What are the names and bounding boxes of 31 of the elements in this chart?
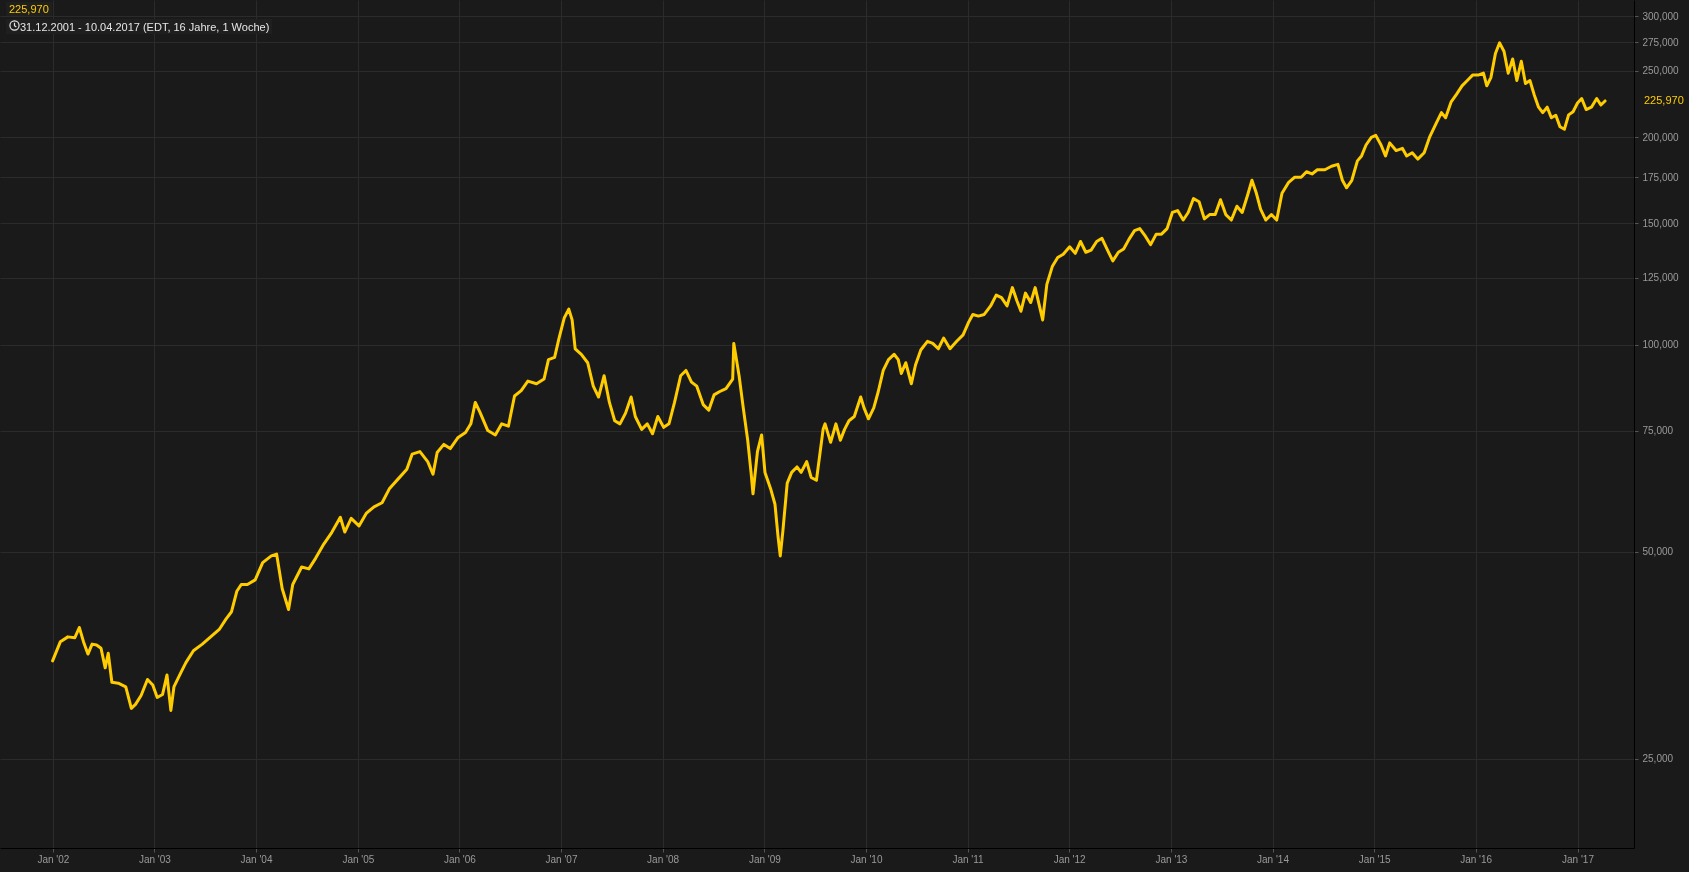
x-tick-label: Jan '10 [850, 853, 883, 865]
x-tick-label: Jan '08 [647, 853, 680, 865]
y-tick-label: 100,000 [1642, 339, 1680, 351]
y-tick-label: 300,000 [1642, 10, 1680, 22]
annotation: 225,970 [6, 2, 52, 16]
x-tick-label: Jan '11 [952, 853, 985, 865]
y-tick-label: 75,000 [1642, 425, 1674, 437]
y-tick-label: 25,000 [1642, 753, 1674, 765]
y-tick-label: 275,000 [1642, 36, 1680, 48]
line-series [51, 41, 1607, 712]
x-tick-label: Jan '06 [443, 853, 477, 865]
y-tick-label: 125,000 [1642, 272, 1680, 284]
text: 225,970 [1644, 93, 1684, 106]
x-tick-label: Jan '05 [342, 853, 375, 865]
x-tick-label: Jan '02 [37, 853, 70, 865]
text: 31.12.2001 - 10.04.2017 (EDT, 16 Jahre, 1 Woche) [20, 21, 270, 33]
y-tick-label: 175,000 [1642, 171, 1680, 183]
x-tick-label: Jan '16 [1460, 853, 1493, 865]
x-tick-label: Jan '09 [748, 853, 782, 865]
y-tick-label: 200,000 [1642, 131, 1680, 143]
x-tick-label: Jan '13 [1155, 853, 1188, 865]
x-tick-label: Jan '04 [240, 853, 273, 865]
x-tick-label: Jan '15 [1358, 853, 1391, 865]
x-tick-label: Jan '03 [138, 853, 172, 865]
y-tick-label: 250,000 [1642, 65, 1680, 77]
x-tick-label: Jan '07 [545, 853, 578, 865]
x-tick-label: Jan '12 [1053, 853, 1087, 865]
y-tick-label: 150,000 [1642, 217, 1680, 229]
x-tick-label: Jan '14 [1257, 853, 1290, 865]
x-tick-label: Jan '17 [1562, 853, 1595, 865]
y-tick-label: 50,000 [1642, 546, 1674, 558]
